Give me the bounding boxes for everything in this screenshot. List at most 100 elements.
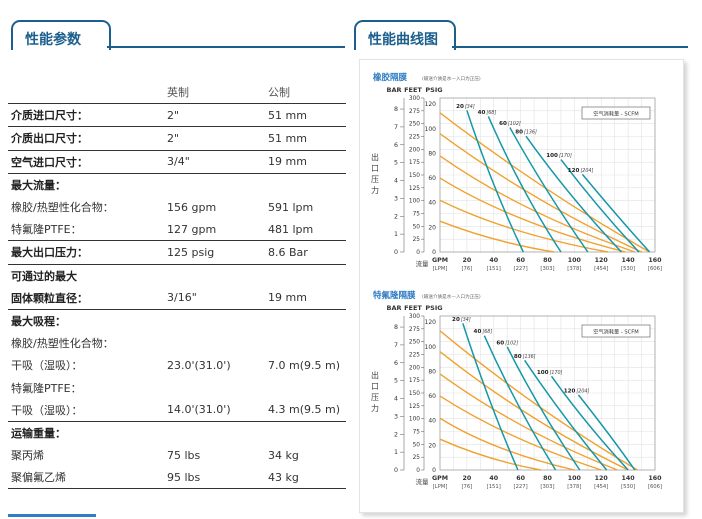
psig-tick: 0 bbox=[432, 249, 436, 256]
spec-imperial-value: 14.0'(31.0') bbox=[167, 398, 268, 422]
spec-metric-value: 7.0 m(9.5 m) bbox=[268, 358, 340, 372]
spec-imperial-value bbox=[167, 309, 268, 332]
air-curve-label: 20 bbox=[452, 317, 460, 323]
feet-tick: 75 bbox=[413, 430, 421, 436]
air-curve-label: 100 bbox=[537, 370, 549, 376]
air-curve bbox=[577, 394, 636, 471]
spec-label: 最大流量： bbox=[11, 178, 66, 192]
spec-row: 固体颗粒直径： 3/16" 19 mm bbox=[8, 286, 346, 310]
feet-tick: 275 bbox=[409, 327, 420, 333]
air-curve-label: 120 bbox=[568, 168, 580, 174]
spec-row: 干吸（湿吸）： 23.0'(31.0') 7.0 m(9.5 m) bbox=[8, 354, 346, 376]
tab-performance-params-label: 性能参数 bbox=[25, 32, 81, 48]
head-curve bbox=[439, 177, 626, 253]
head-curve bbox=[439, 395, 602, 471]
spec-label: 特氟隆PTFE： bbox=[11, 381, 82, 395]
spec-metric-value: 481 lpm bbox=[268, 218, 346, 242]
ylabel-char: 口 bbox=[371, 164, 379, 173]
spec-row: 介质出口尺寸： 2" 51 mm bbox=[8, 126, 346, 151]
axis-header: FEET bbox=[404, 86, 422, 94]
spec-header-blank bbox=[8, 81, 167, 105]
lpm-tick: [606] bbox=[648, 266, 662, 272]
spec-imperial-value bbox=[167, 332, 268, 354]
air-curve-label: 120 bbox=[564, 388, 576, 394]
gpm-tick: 60 bbox=[516, 257, 525, 264]
gpm-tick: 20 bbox=[462, 257, 471, 264]
psig-tick: 80 bbox=[428, 150, 436, 157]
air-consumption-label: 空气消耗量 - SCFM bbox=[593, 328, 638, 336]
gpm-tick: 20 bbox=[462, 475, 471, 482]
air-curve bbox=[487, 116, 562, 253]
spec-row: 干吸（湿吸）： 14.0'(31.0') 4.3 m(9.5 m) bbox=[8, 398, 346, 422]
spec-row: 空气进口尺寸： 3/4" 19 mm bbox=[8, 150, 346, 174]
air-curve bbox=[550, 375, 629, 471]
feet-tick: 275 bbox=[409, 109, 420, 115]
feet-tick: 200 bbox=[409, 147, 420, 153]
spec-metric-value: 591 lpm bbox=[268, 200, 314, 214]
air-curve bbox=[506, 346, 581, 471]
bar-tick: 0 bbox=[394, 467, 398, 474]
spec-imperial-value: 127 gpm bbox=[167, 218, 268, 242]
spec-imperial-value: 95 lbs bbox=[167, 466, 268, 490]
lpm-tick: [303] bbox=[540, 484, 554, 490]
spec-label: 固体颗粒直径： bbox=[8, 286, 167, 310]
psig-tick: 20 bbox=[428, 442, 436, 449]
air-curve bbox=[462, 323, 519, 471]
psig-tick: 100 bbox=[425, 344, 437, 351]
lpm-tick: [227] bbox=[514, 484, 528, 490]
psig-tick: 120 bbox=[425, 101, 437, 108]
spec-metric-value bbox=[268, 376, 346, 398]
spec-imperial-value: 75 lbs bbox=[167, 448, 201, 462]
gpm-tick: 140 bbox=[622, 257, 636, 264]
feet-tick: 50 bbox=[413, 224, 421, 230]
spec-row: 最大出口压力： 125 psig 8.6 Bar bbox=[8, 240, 346, 265]
spec-imperial-value bbox=[167, 376, 268, 398]
head-curve bbox=[439, 330, 638, 471]
air-curve bbox=[509, 127, 589, 253]
air-curve-label: 60 bbox=[496, 340, 504, 346]
spec-row: 可通过的最大 bbox=[8, 264, 346, 287]
chart-title: 橡胶隔膜 bbox=[373, 72, 408, 83]
lpm-tick: [378] bbox=[567, 266, 581, 272]
tab-performance-curves[interactable]: 性能曲线图 bbox=[354, 20, 456, 50]
feet-tick: 150 bbox=[409, 173, 420, 179]
psig-tick: 0 bbox=[432, 467, 436, 474]
air-curve bbox=[525, 135, 622, 253]
lpm-tick: [530] bbox=[621, 266, 635, 272]
air-curve-label: 80 bbox=[514, 354, 522, 360]
ylabel-char: 压 bbox=[371, 393, 379, 402]
tab-performance-params[interactable]: 性能参数 bbox=[11, 20, 111, 50]
spec-imperial-value: 2" bbox=[167, 103, 268, 128]
gpm-tick: 80 bbox=[543, 475, 552, 482]
spec-header-row: 英制 公制 bbox=[8, 81, 346, 105]
head-curve bbox=[439, 351, 629, 471]
ylabel-char: 口 bbox=[371, 382, 379, 391]
xlabel: 流量 bbox=[416, 477, 430, 486]
bar-tick: 2 bbox=[394, 431, 398, 438]
bar-tick: 7 bbox=[394, 124, 398, 131]
psig-tick: 100 bbox=[425, 126, 437, 133]
spec-row: 橡胶/热塑性化合物： 156 gpm 591 lpm bbox=[8, 196, 346, 218]
air-curve-metric: [204] bbox=[576, 388, 589, 394]
spec-label: 介质出口尺寸： bbox=[8, 126, 167, 151]
psig-tick: 60 bbox=[428, 175, 436, 182]
spec-metric-value: 8.6 Bar bbox=[268, 240, 346, 265]
spec-table: 英制 公制 介质进口尺寸： 2" 51 mm 介质出口尺寸： 2" 51 mm 空气进口尺寸： 3… bbox=[8, 81, 346, 490]
feet-tick: 0 bbox=[416, 250, 420, 256]
gpm-label: GPM bbox=[432, 475, 448, 482]
bar-tick: 8 bbox=[394, 324, 398, 331]
air-curve bbox=[483, 335, 557, 471]
air-curve-label: 80 bbox=[515, 130, 523, 136]
bar-tick: 5 bbox=[394, 160, 398, 167]
air-curve bbox=[466, 110, 524, 253]
bottom-accent-line bbox=[8, 514, 96, 517]
feet-tick: 225 bbox=[409, 353, 420, 359]
lpm-tick: [151] bbox=[487, 266, 501, 272]
spec-metric-value: 34 kg bbox=[268, 448, 299, 462]
spec-metric-value: 51 mm bbox=[268, 103, 346, 128]
chart-title: 特氟隆隔膜 bbox=[373, 290, 416, 301]
lpm-tick: [454] bbox=[594, 484, 608, 490]
spec-metric-value bbox=[268, 421, 346, 444]
air-curve-label: 100 bbox=[546, 153, 558, 159]
ylabel-char: 出 bbox=[371, 370, 379, 380]
